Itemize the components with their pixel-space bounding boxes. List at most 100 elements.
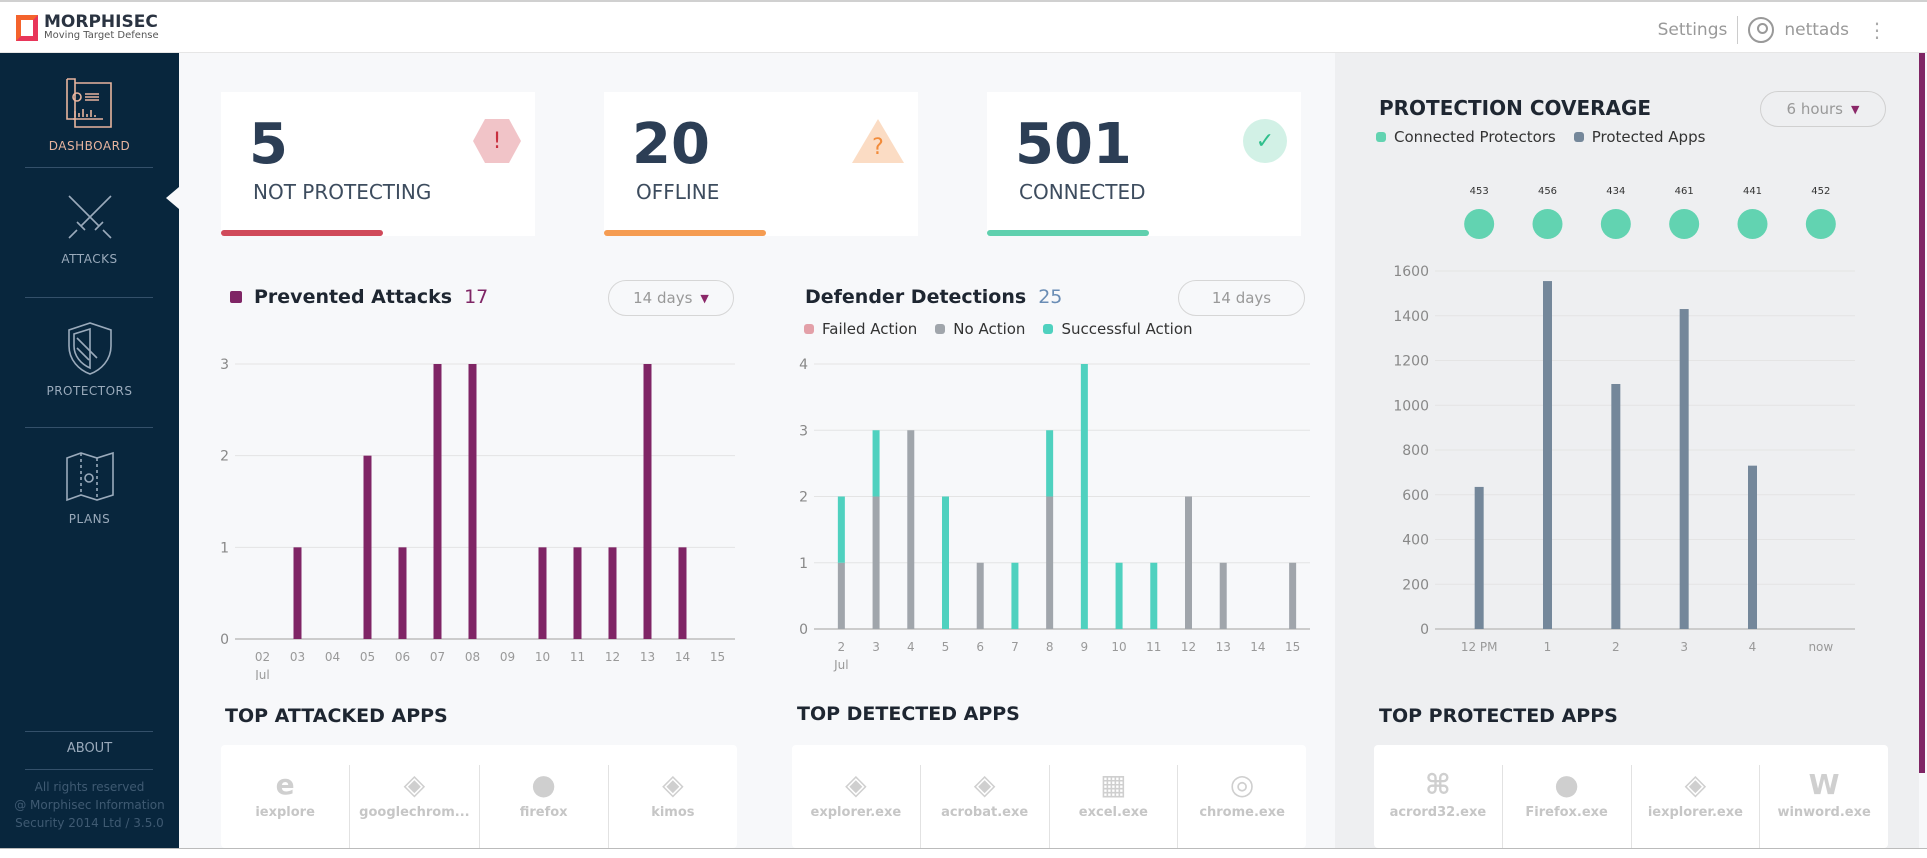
y-tick-label: 1000 <box>1393 398 1429 414</box>
sidebar-item-plans[interactable]: PLANS <box>0 428 179 558</box>
x-tick-label: 14 <box>675 650 690 664</box>
protector-dot <box>1669 209 1700 239</box>
y-tick-label: 2 <box>799 490 808 506</box>
app-name: Firefox.exe <box>1525 805 1608 820</box>
bar-segment <box>1219 562 1227 629</box>
x-tick-label: 15 <box>1285 640 1300 654</box>
coverage-range-dropdown[interactable]: 6 hours ▼ <box>1760 91 1886 127</box>
divider <box>25 167 153 168</box>
sidebar-item-label: ATTACKS <box>61 252 118 266</box>
protection-coverage-chart: 0 200 400 600 800 1000 1200 1400 1600 12 PM 453 1 45… <box>1393 186 1855 654</box>
bar <box>468 364 477 639</box>
x-tick-label: 4 <box>1749 640 1757 654</box>
chevron-down-icon: ▼ <box>1851 102 1860 116</box>
bar <box>608 547 617 639</box>
x-tick-label: 06 <box>395 650 410 664</box>
app-tile[interactable]: ◈ iexplorer.exe <box>1632 765 1761 848</box>
bar <box>643 364 652 639</box>
top-detected-apps: ◈ explorer.exe ◈ acrobat.exe ▦ excel.exe ◎ chro… <box>792 745 1306 848</box>
stat-card-not-protecting[interactable]: 5 NOT PROTECTING ! <box>221 92 535 236</box>
x-tick-label: 7 <box>1011 640 1019 654</box>
stat-card-offline[interactable]: 20 OFFLINE ? <box>604 92 918 236</box>
settings-link[interactable]: Settings <box>1657 20 1728 40</box>
app-name: excel.exe <box>1078 805 1148 820</box>
app-tile[interactable]: e iexplore <box>221 765 351 848</box>
y-tick-label: 400 <box>1402 533 1429 549</box>
x-tick-label: 14 <box>1250 640 1265 654</box>
sidebar-item-protectors[interactable]: PROTECTORS <box>0 298 179 428</box>
bar <box>573 547 582 639</box>
legend-protected-apps: Protected Apps <box>1573 128 1705 146</box>
stat-label: NOT PROTECTING <box>253 180 432 204</box>
app-tile[interactable]: ◈ explorer.exe <box>792 765 921 848</box>
y-tick-label: 1200 <box>1393 354 1429 370</box>
x-tick-label: 10 <box>1111 640 1126 654</box>
check-circle-icon: ✓ <box>1243 119 1287 163</box>
stat-value: 20 <box>632 112 710 177</box>
crossed-swords-icon <box>67 195 112 239</box>
brand-tagline: Moving Target Defense <box>44 30 159 41</box>
bar-segment <box>837 562 845 629</box>
chevron-down-icon: ▼ <box>700 291 709 305</box>
stat-value: 5 <box>249 112 288 177</box>
app-tile[interactable]: ● Firefox.exe <box>1503 765 1632 848</box>
y-tick-label: 0 <box>1420 622 1429 638</box>
x-tick-label: 13 <box>1216 640 1231 654</box>
stat-card-connected[interactable]: 501 CONNECTED ✓ <box>987 92 1301 236</box>
y-tick-label: 800 <box>1402 443 1429 459</box>
bar <box>538 547 547 639</box>
defender-legend: Failed Action No Action Successful Actio… <box>804 320 1193 338</box>
app-tile[interactable]: ◎ chrome.exe <box>1178 765 1306 848</box>
stat-value: 501 <box>1015 112 1132 177</box>
legend-failed: Failed Action <box>804 320 917 338</box>
x-tick-label: now <box>1808 640 1833 654</box>
copyright-line: @ Morphisec Information <box>14 798 165 812</box>
bar <box>1543 281 1552 629</box>
sidebar-item-attacks[interactable]: ATTACKS <box>0 168 179 298</box>
x-tick-label: 03 <box>290 650 305 664</box>
more-menu-icon[interactable]: ⋮ <box>1867 18 1887 42</box>
stat-bar <box>987 230 1149 236</box>
logo[interactable]: MORPHISEC Moving Target Defense <box>16 14 159 41</box>
protector-dot <box>1532 209 1563 239</box>
prevented-count: 17 <box>464 286 489 308</box>
top-protected-title: TOP PROTECTED APPS <box>1379 705 1618 727</box>
app-tile[interactable]: ⌘ acrord32.exe <box>1374 765 1503 848</box>
x-tick-label: 15 <box>710 650 725 664</box>
user-avatar-icon[interactable] <box>1748 17 1775 43</box>
app-tile[interactable]: ◈ kimos <box>609 765 737 848</box>
prevented-range-dropdown[interactable]: 14 days ▼ <box>608 280 734 316</box>
sidebar: DASHBOARD ATTACKS PROTECTORS PLANS ABOUT… <box>0 53 179 848</box>
app-tile[interactable]: ◈ acrobat.exe <box>921 765 1050 848</box>
bar-segment <box>837 496 845 563</box>
x-tick-label: 11 <box>570 650 585 664</box>
bar <box>398 547 407 639</box>
app-tile[interactable]: ◈ googlechrom... <box>350 765 480 848</box>
excel-icon: ▦ <box>1100 768 1127 801</box>
app-tile[interactable]: ▦ excel.exe <box>1050 765 1179 848</box>
range-value: 14 days <box>1211 289 1272 307</box>
bar <box>1679 309 1689 629</box>
x-tick-label: 12 PM <box>1461 640 1498 654</box>
x-tick-label: 1 <box>1544 640 1552 654</box>
app-name: winword.exe <box>1777 805 1871 820</box>
map-icon <box>65 451 114 502</box>
bar-segment <box>1150 562 1158 629</box>
legend-swatch <box>230 291 242 303</box>
app-tile[interactable]: ● firefox <box>480 765 609 848</box>
x-tick-label: 9 <box>1081 640 1089 654</box>
bar-segment <box>976 562 984 629</box>
x-tick-label: 2 <box>1612 640 1620 654</box>
username[interactable]: nettads <box>1784 20 1849 40</box>
bar-segment <box>1046 430 1054 497</box>
dot-label: 441 <box>1743 186 1762 197</box>
divider <box>25 427 153 428</box>
scrollbar[interactable] <box>1919 53 1925 773</box>
x-tick-label: 5 <box>942 640 950 654</box>
about-link[interactable]: ABOUT <box>66 741 113 756</box>
defender-range-dropdown[interactable]: 14 days <box>1178 280 1305 316</box>
sidebar-item-dashboard[interactable]: DASHBOARD <box>0 53 179 183</box>
bar-segment <box>1115 562 1123 629</box>
